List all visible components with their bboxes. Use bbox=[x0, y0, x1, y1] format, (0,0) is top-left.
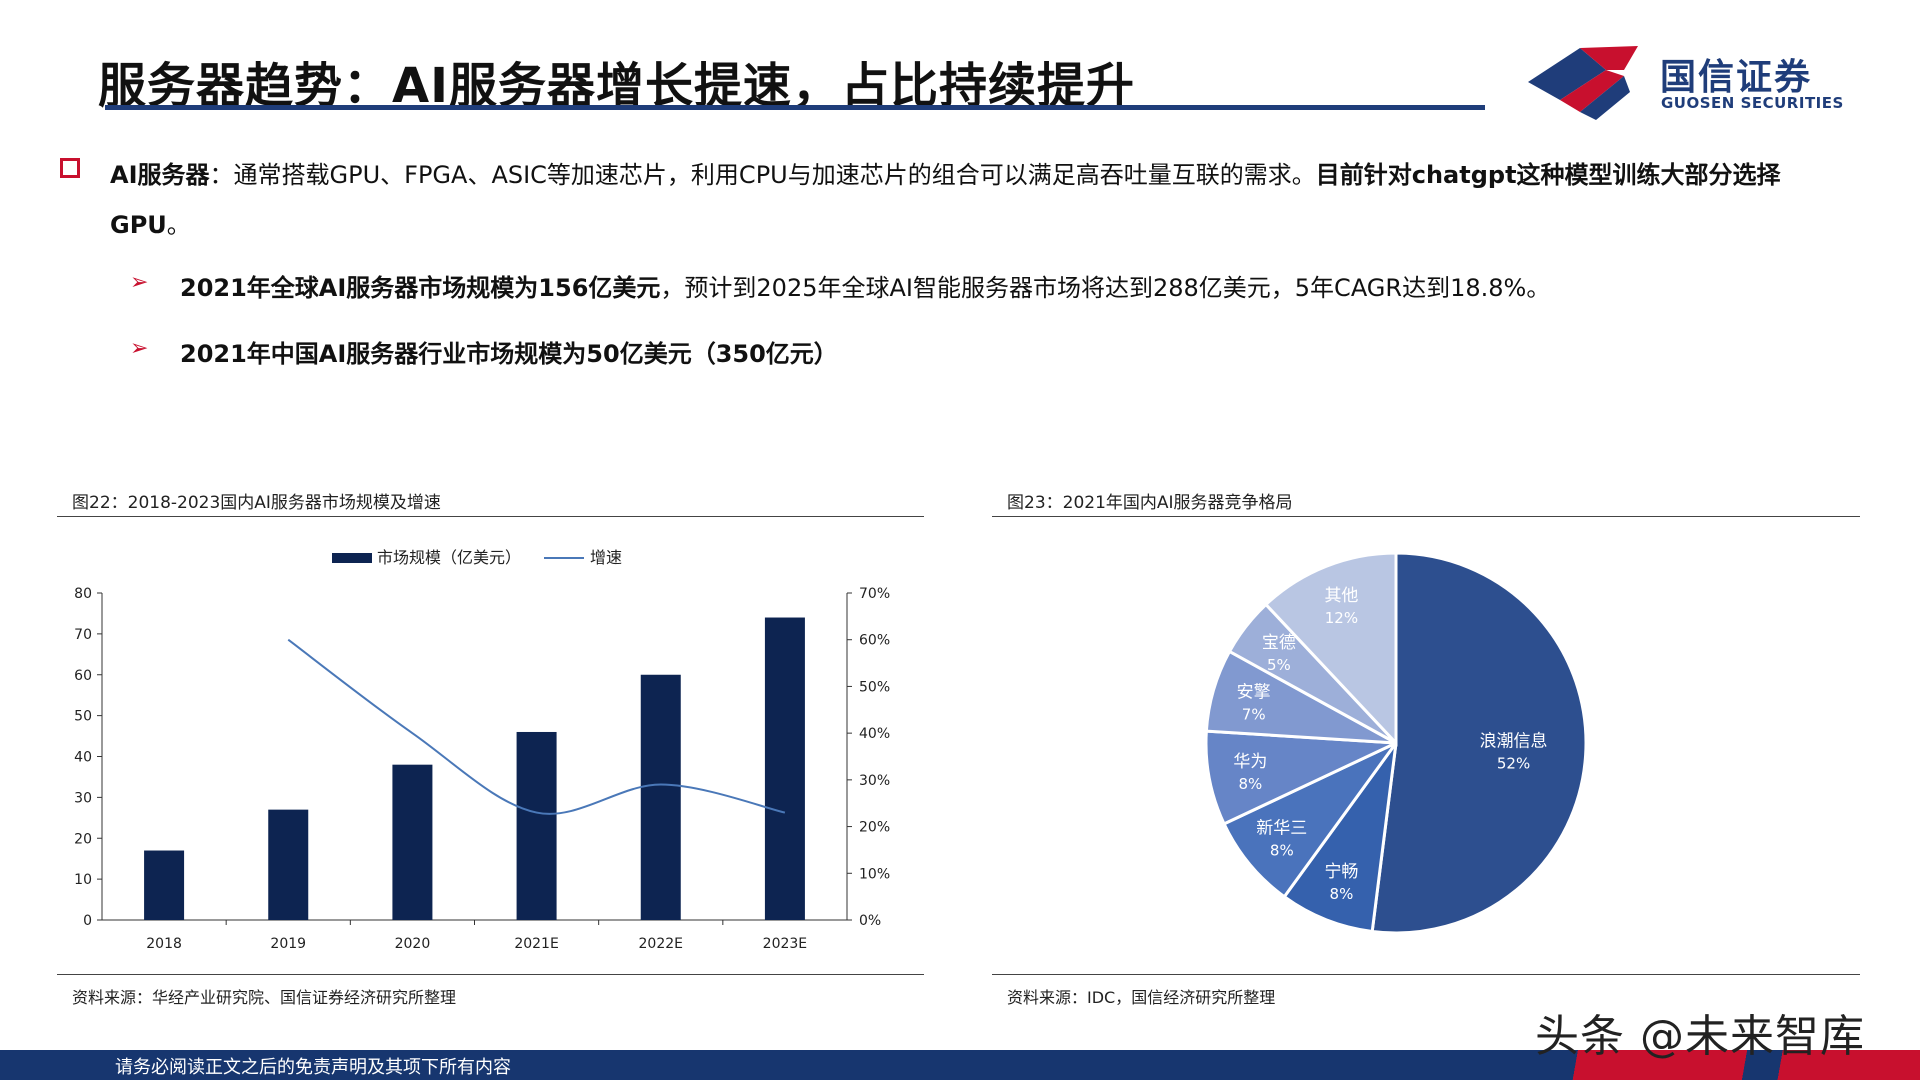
y-right-tick-label: 70% bbox=[859, 586, 890, 602]
point-1-text: ，预计到2025年全球AI智能服务器市场将达到288亿美元，5年CAGR达到18… bbox=[660, 274, 1551, 302]
square-bullet-icon bbox=[60, 158, 80, 178]
y-left-tick-label: 80 bbox=[74, 586, 92, 602]
pie-slice-4 bbox=[1204, 729, 1397, 826]
y-right-tick-label: 30% bbox=[859, 773, 890, 789]
pie-slice-2 bbox=[1282, 742, 1398, 934]
pie-label: 安擎 bbox=[1237, 683, 1271, 703]
x-tick-label: 2019 bbox=[270, 936, 306, 952]
x-tick-label: 2021E bbox=[514, 936, 558, 952]
watermark: 头条 @未来智库 bbox=[1535, 1011, 1865, 1062]
lead-text: ：通常搭载GPU、FPGA、ASIC等加速芯片，利用CPU与加速芯片的组合可以满… bbox=[209, 161, 1316, 189]
y-right-tick-label: 50% bbox=[859, 679, 890, 695]
figure-23-bottom-rule bbox=[992, 974, 1860, 975]
growth-line bbox=[287, 638, 786, 815]
pie-slice-3 bbox=[1222, 741, 1398, 899]
y-right-tick-label: 10% bbox=[859, 866, 890, 882]
figure-22-title: 图22：2018-2023国内AI服务器市场规模及增速 bbox=[72, 493, 441, 513]
bar-2021E bbox=[516, 731, 557, 920]
logo-name: 国信证券 bbox=[1660, 57, 1813, 98]
x-tick-label: 2022E bbox=[639, 936, 683, 952]
pie-label: 宝德 bbox=[1262, 633, 1296, 653]
y-right-tick-label: 60% bbox=[859, 633, 890, 649]
pie-label: 宁畅 bbox=[1324, 862, 1358, 882]
y-left-tick-label: 30 bbox=[74, 790, 92, 806]
figure-22-bottom-rule bbox=[57, 974, 924, 975]
pie-label: 新华三 bbox=[1256, 818, 1307, 838]
figure-22-source: 资料来源：华经产业研究院、国信证券经济研究所整理 bbox=[72, 988, 457, 1007]
pie-percent: 12% bbox=[1325, 609, 1358, 627]
tail-bold-text: 目前针对chatgpt这种模型训练大部分选择GPU bbox=[110, 161, 1781, 239]
pie-percent: 8% bbox=[1239, 775, 1263, 793]
figure-23-source: 资料来源：IDC，国信经济研究所整理 bbox=[1007, 988, 1276, 1007]
legend-bar-swatch bbox=[332, 553, 372, 563]
y-right-tick-label: 40% bbox=[859, 726, 890, 742]
x-tick-label: 2023E bbox=[763, 936, 807, 952]
legend-bar-label: 市场规模（亿美元） bbox=[377, 548, 521, 567]
pie-percent: 7% bbox=[1242, 706, 1266, 724]
main-paragraph: AI服务器：通常搭载GPU、FPGA、ASIC等加速芯片，利用CPU与加速芯片的… bbox=[110, 150, 1830, 250]
pie-label: 其他 bbox=[1324, 586, 1358, 606]
y-right-tick-label: 0% bbox=[859, 913, 881, 929]
pie-slice-1 bbox=[1370, 551, 1588, 935]
arrow-bullet-icon: ➢ bbox=[130, 336, 149, 361]
bar-2020 bbox=[392, 764, 433, 920]
point-2: 2021年中国AI服务器行业市场规模为50亿美元（350亿元） bbox=[180, 334, 838, 369]
y-left-tick-label: 40 bbox=[74, 750, 92, 766]
y-left-tick-label: 0 bbox=[83, 913, 92, 929]
bar-2023E bbox=[764, 617, 805, 920]
y-left-tick-label: 10 bbox=[74, 872, 92, 888]
guosen-logo bbox=[1528, 46, 1638, 120]
bar-2018 bbox=[144, 850, 185, 920]
tail-end: 。 bbox=[166, 211, 191, 239]
chart-legend: 市场规模（亿美元） 增速 bbox=[332, 548, 622, 567]
y-left-tick-label: 70 bbox=[74, 627, 92, 643]
point-2-bold: 2021年中国AI服务器行业市场规模为50亿美元（350亿元） bbox=[180, 340, 838, 368]
footer-accent bbox=[1480, 1050, 1920, 1080]
point-1: 2021年全球AI服务器市场规模为156亿美元，预计到2025年全球AI智能服务… bbox=[180, 268, 1550, 303]
logo-subtitle: GUOSEN SECURITIES bbox=[1661, 94, 1844, 112]
bar-line-chart: 市场规模（亿美元） 增速 0 10 20 30 40 50 60 70 80 0% 10% 20% 30% 4… bbox=[74, 548, 890, 952]
footer-disclaimer: 请务必阅读正文之后的免责声明及其项下所有内容 bbox=[115, 1057, 511, 1078]
pie-slice-7 bbox=[1263, 551, 1398, 747]
figure-22-top-rule bbox=[57, 516, 924, 517]
pie-chart: 浪潮信息 52% 宁畅 8% 新华三 8% 华为 8% 安擎 7% 宝德 5% 其他 12% bbox=[1204, 551, 1588, 935]
pie-percent: 52% bbox=[1497, 754, 1530, 772]
pie-label: 华为 bbox=[1233, 752, 1267, 772]
figure-23-title: 图23：2021年国内AI服务器竞争格局 bbox=[1007, 493, 1293, 513]
y-right-tick-label: 20% bbox=[859, 820, 890, 836]
lead-term: AI服务器 bbox=[110, 161, 210, 189]
title-underline bbox=[105, 105, 1485, 110]
y-left-tick-label: 50 bbox=[74, 709, 92, 725]
legend-line-label: 增速 bbox=[590, 548, 622, 567]
y-left-tick-label: 20 bbox=[74, 831, 92, 847]
point-1-bold: 2021年全球AI服务器市场规模为156亿美元 bbox=[180, 274, 661, 302]
y-left-tick-label: 60 bbox=[74, 668, 92, 684]
pie-percent: 5% bbox=[1267, 656, 1291, 674]
page-title: 服务器趋势：AI服务器增长提速，占比持续提升 bbox=[98, 58, 1136, 114]
figure-23-top-rule bbox=[992, 516, 1860, 517]
pie-label: 浪潮信息 bbox=[1480, 731, 1548, 751]
pie-percent: 8% bbox=[1330, 885, 1354, 903]
bar-2022E bbox=[640, 674, 681, 920]
x-tick-label: 2020 bbox=[395, 936, 431, 952]
x-tick-label: 2018 bbox=[146, 936, 182, 952]
pie-percent: 8% bbox=[1270, 841, 1294, 859]
arrow-bullet-icon: ➢ bbox=[130, 270, 149, 295]
bar-2019 bbox=[268, 809, 309, 920]
